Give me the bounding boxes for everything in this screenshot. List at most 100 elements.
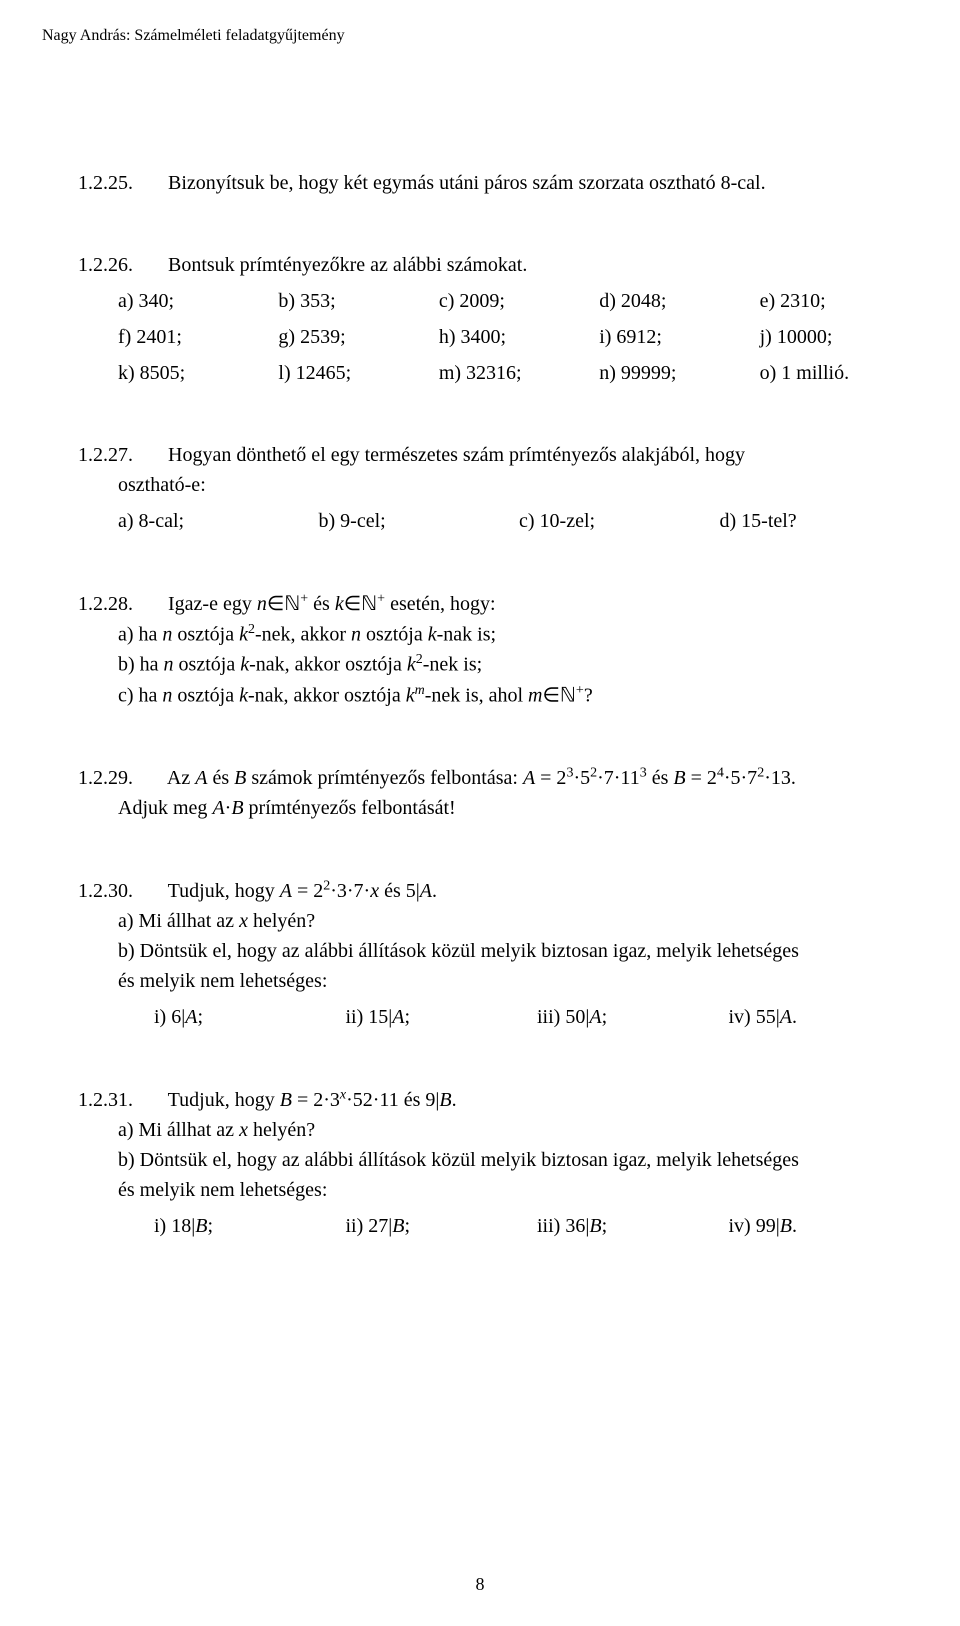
var-x: x [239, 910, 248, 932]
text: -nek, akkor [255, 623, 351, 645]
var-k: k [239, 623, 248, 645]
var-n: n [162, 685, 172, 707]
option-e: e) 2310; [760, 286, 920, 316]
option-b-line2: és melyik nem lehetséges: [118, 1175, 920, 1205]
text: iii) 36| [537, 1215, 589, 1237]
text: = 2·3 [292, 1089, 340, 1111]
var-k: k [240, 654, 249, 676]
exercise-number: 1.2.27. [78, 440, 163, 470]
option-row: f) 2401; g) 2539; h) 3400; i) 6912; j) 1… [118, 322, 920, 352]
var-a: A [185, 1006, 197, 1028]
exercise-1-2-29: 1.2.29. Az A és B számok prímtényezős fe… [78, 763, 920, 824]
text: . [792, 1215, 797, 1237]
option-b: b) Döntsük el, hogy az alábbi állítások … [118, 1145, 920, 1175]
text: Az [167, 767, 195, 789]
var-b: B [231, 797, 243, 819]
var-n: n [164, 654, 174, 676]
sup: + [300, 591, 308, 606]
option-h: h) 3400; [439, 322, 599, 352]
text: a) Mi állhat az [118, 910, 239, 932]
text: számok prímtényezős felbontása: [246, 767, 523, 789]
exercise-1-2-25: 1.2.25. Bizonyítsuk be, hogy két egymás … [78, 168, 920, 198]
text: ; [405, 1006, 411, 1028]
option-row: a) 340; b) 353; c) 2009; d) 2048; e) 231… [118, 286, 920, 316]
var-b: B [392, 1215, 404, 1237]
text: iv) 55| [729, 1006, 780, 1028]
text: ·13. [764, 767, 796, 789]
var-k: k [406, 685, 415, 707]
option-o: o) 1 millió. [760, 358, 920, 388]
option-iv: iv) 55|A. [729, 1002, 921, 1032]
text: -nek is; [423, 654, 482, 676]
sup: m [415, 683, 425, 698]
option-i: i) 18|B; [154, 1211, 346, 1241]
var-a: A [280, 880, 292, 902]
exercise-number: 1.2.30. [78, 876, 163, 906]
text: Tudjuk, hogy [168, 1089, 280, 1111]
option-i: i) 6912; [599, 322, 759, 352]
var-a: A [523, 767, 535, 789]
text: -nak, akkor osztója [248, 685, 406, 707]
text: a) ha [118, 623, 162, 645]
exercise-text: Bizonyítsuk be, hogy két egymás utáni pá… [168, 172, 766, 194]
option-b: b) ha n osztója k-nak, akkor osztója k2-… [118, 649, 920, 680]
option-ii: ii) 15|A; [346, 1002, 538, 1032]
text: = 2 [292, 880, 323, 902]
var-b: B [439, 1089, 451, 1111]
text: = 2 [535, 767, 566, 789]
option-a: a) 8-cal; [118, 506, 319, 536]
text: i) 18| [154, 1215, 195, 1237]
sup: 3 [640, 766, 647, 781]
var-a: A [589, 1006, 601, 1028]
option-c: c) 10-zel; [519, 506, 720, 536]
text: helyén? [248, 1119, 315, 1141]
text: ∈ℕ [344, 593, 377, 615]
exercise-1-2-30: 1.2.30. Tudjuk, hogy A = 22·3·7·x és 5|A… [78, 875, 920, 1032]
text: ·52·11 és 9| [346, 1089, 439, 1111]
text: ·5 [573, 767, 590, 789]
text: ∈ℕ [267, 593, 300, 615]
option-j: j) 10000; [760, 322, 920, 352]
text: ii) 27| [346, 1215, 393, 1237]
var-b: B [195, 1215, 207, 1237]
text: . [792, 1006, 797, 1028]
page-number: 8 [0, 1571, 960, 1598]
var-x: x [239, 1119, 248, 1141]
var-k: k [239, 685, 248, 707]
text: ; [405, 1215, 411, 1237]
option-iii: iii) 36|B; [537, 1211, 729, 1241]
text: Adjuk meg [118, 797, 212, 819]
var-n: n [257, 593, 267, 615]
exercise-line: Adjuk meg A·B prímtényezős felbontását! [118, 793, 920, 823]
option-b-line2: és melyik nem lehetséges: [118, 966, 920, 996]
option-row: a) 8-cal; b) 9-cel; c) 10-zel; d) 15-tel… [118, 506, 920, 536]
text: -nek is, ahol [425, 685, 528, 707]
option-row: k) 8505; l) 12465; m) 32316; n) 99999; o… [118, 358, 920, 388]
exercise-number: 1.2.28. [78, 589, 163, 619]
text: és [207, 767, 234, 789]
option-a: a) Mi állhat az x helyén? [118, 906, 920, 936]
var-b: B [673, 767, 685, 789]
text: iii) 50| [537, 1006, 589, 1028]
var-b: B [589, 1215, 601, 1237]
exercise-line: osztható-e: [118, 470, 920, 500]
option-k: k) 8505; [118, 358, 278, 388]
sup: 4 [717, 766, 724, 781]
option-i: i) 6|A; [154, 1002, 346, 1032]
text: ·7·11 [597, 767, 640, 789]
text: = 2 [686, 767, 717, 789]
option-b: b) Döntsük el, hogy az alábbi állítások … [118, 936, 920, 966]
sup: 2 [248, 622, 255, 637]
text: osztója [361, 623, 428, 645]
option-b: b) 9-cel; [319, 506, 520, 536]
exercise-text: Hogyan dönthető el egy természetes szám … [168, 444, 745, 466]
exercise-text: Bontsuk prímtényezőkre az alábbi számoka… [168, 254, 527, 276]
exercise-1-2-27: 1.2.27. Hogyan dönthető el egy természet… [78, 440, 920, 536]
option-m: m) 32316; [439, 358, 599, 388]
option-a: a) 340; [118, 286, 278, 316]
text: osztója [172, 685, 239, 707]
var-k: k [428, 623, 437, 645]
var-a: A [195, 767, 207, 789]
text: Tudjuk, hogy [168, 880, 280, 902]
option-g: g) 2539; [278, 322, 438, 352]
